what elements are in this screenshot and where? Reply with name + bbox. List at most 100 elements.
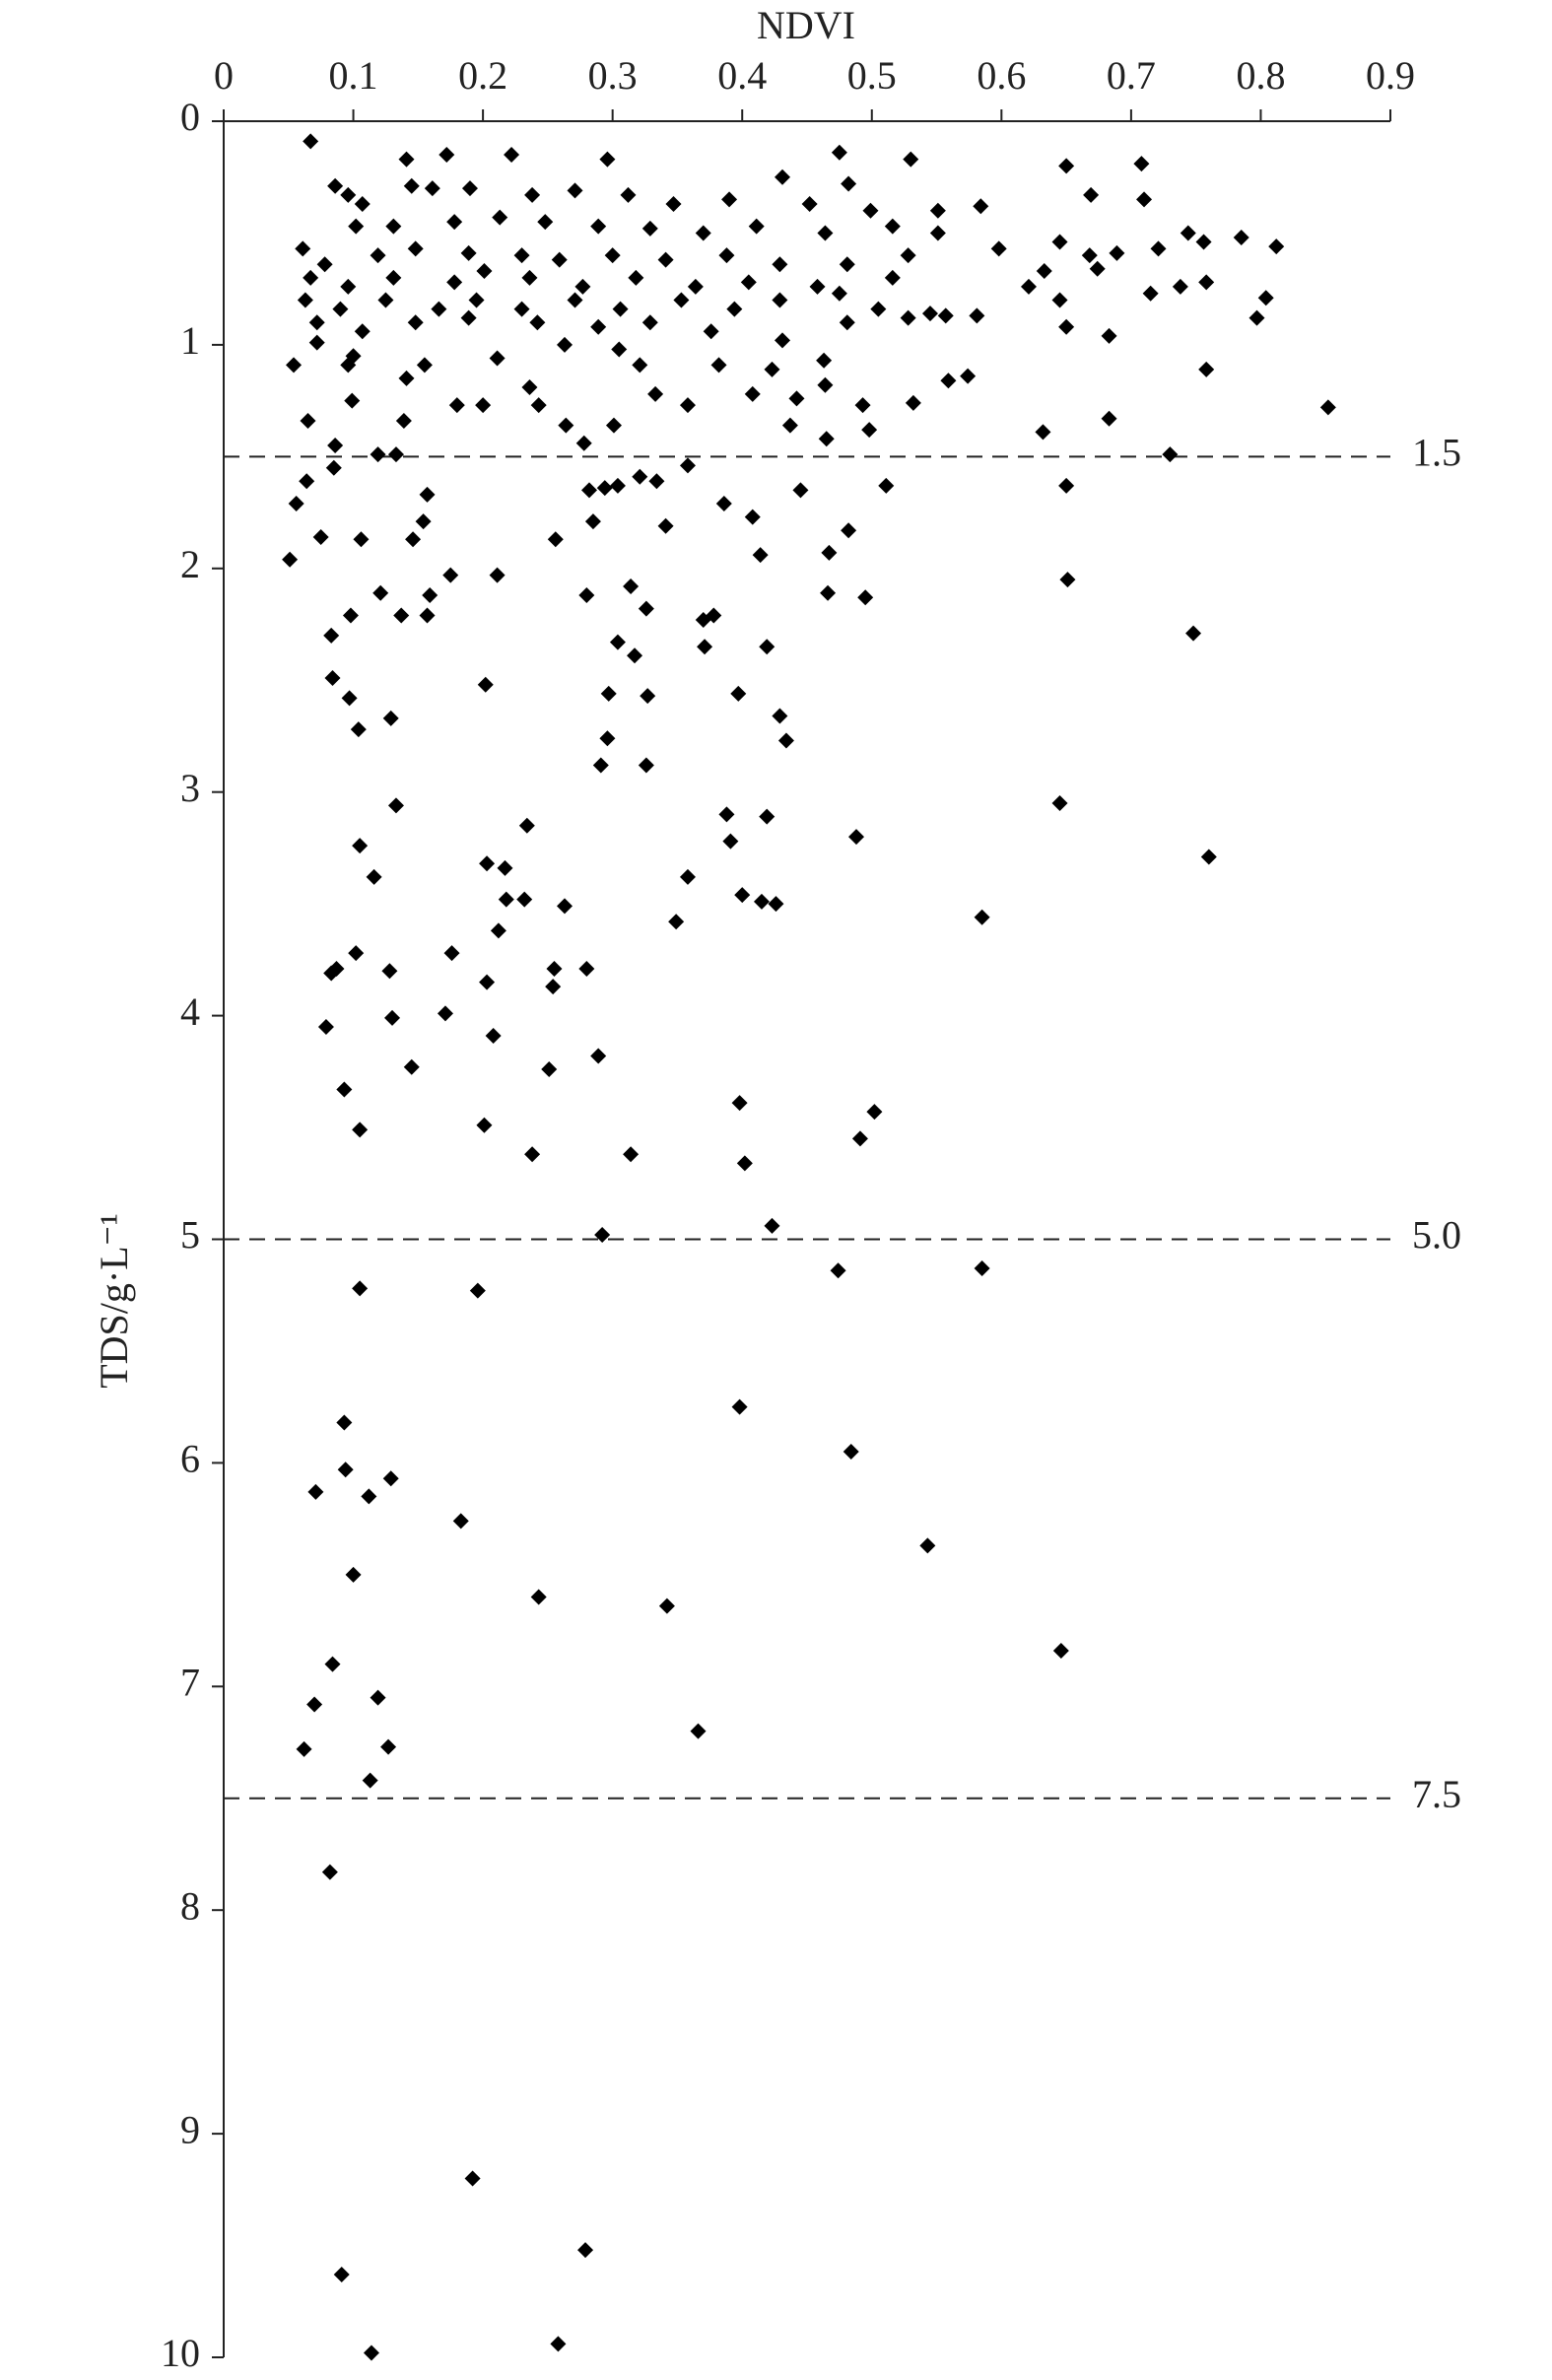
point bbox=[370, 247, 386, 264]
point bbox=[398, 151, 415, 168]
point bbox=[382, 710, 399, 726]
x-tick-label: 0.4 bbox=[717, 53, 767, 98]
point bbox=[648, 473, 665, 490]
point bbox=[354, 195, 371, 212]
point bbox=[354, 323, 371, 340]
point bbox=[336, 1414, 353, 1431]
point bbox=[489, 350, 506, 367]
x-tick-label: 0 bbox=[214, 53, 234, 98]
point bbox=[1142, 285, 1159, 302]
point bbox=[731, 1095, 748, 1112]
point bbox=[1200, 849, 1217, 865]
y-tick-label: 0 bbox=[180, 95, 200, 139]
point bbox=[740, 274, 757, 291]
point bbox=[556, 898, 573, 915]
point bbox=[596, 480, 613, 497]
point bbox=[403, 177, 420, 194]
point bbox=[612, 301, 629, 317]
point bbox=[422, 587, 439, 604]
point bbox=[377, 292, 394, 308]
point bbox=[443, 945, 460, 962]
point bbox=[485, 1028, 502, 1045]
point bbox=[594, 1226, 611, 1243]
point bbox=[416, 357, 433, 374]
point bbox=[385, 218, 402, 235]
point bbox=[547, 531, 564, 548]
point bbox=[919, 1537, 936, 1554]
point bbox=[866, 1104, 883, 1121]
point bbox=[940, 373, 957, 389]
point bbox=[744, 509, 761, 525]
point bbox=[862, 202, 879, 219]
point bbox=[764, 361, 780, 377]
point bbox=[679, 457, 696, 474]
point bbox=[551, 251, 568, 268]
point bbox=[498, 891, 514, 908]
point bbox=[638, 757, 654, 774]
point bbox=[1051, 292, 1068, 308]
point bbox=[820, 584, 837, 601]
point bbox=[843, 1444, 859, 1461]
point bbox=[1081, 247, 1098, 264]
point bbox=[288, 495, 304, 511]
point bbox=[530, 1589, 547, 1605]
point bbox=[574, 278, 591, 295]
point bbox=[398, 370, 415, 386]
point bbox=[731, 1398, 748, 1415]
point bbox=[437, 1005, 453, 1022]
point bbox=[300, 413, 316, 430]
point bbox=[336, 1081, 353, 1098]
point bbox=[312, 529, 329, 546]
point bbox=[550, 2336, 567, 2352]
point bbox=[620, 186, 637, 203]
point bbox=[854, 397, 871, 414]
y-tick-label: 9 bbox=[180, 2107, 200, 2151]
point bbox=[900, 309, 916, 326]
point bbox=[439, 147, 455, 164]
point bbox=[468, 292, 485, 308]
point bbox=[788, 390, 805, 407]
point bbox=[381, 963, 398, 980]
point bbox=[632, 357, 648, 374]
point bbox=[905, 394, 921, 411]
point bbox=[415, 513, 432, 530]
point bbox=[477, 676, 494, 693]
reference-label: 5.0 bbox=[1412, 1213, 1461, 1258]
point bbox=[327, 438, 344, 454]
point bbox=[657, 251, 674, 268]
point bbox=[816, 352, 833, 369]
point bbox=[524, 1146, 541, 1163]
point bbox=[308, 314, 325, 331]
point bbox=[529, 314, 546, 331]
y-tick-label: 2 bbox=[180, 542, 200, 586]
point bbox=[744, 385, 761, 402]
point bbox=[327, 177, 344, 194]
point bbox=[1052, 1642, 1069, 1659]
x-tick-label: 0.8 bbox=[1236, 53, 1285, 98]
point bbox=[772, 256, 788, 273]
point bbox=[590, 1048, 607, 1064]
point bbox=[718, 247, 735, 264]
point bbox=[668, 914, 685, 930]
point bbox=[870, 301, 887, 317]
point bbox=[1051, 795, 1068, 812]
point bbox=[324, 1656, 341, 1672]
point bbox=[306, 1696, 323, 1713]
point bbox=[341, 690, 358, 707]
point bbox=[647, 385, 664, 402]
point bbox=[884, 218, 901, 235]
point bbox=[303, 133, 319, 150]
point bbox=[387, 797, 404, 814]
point bbox=[665, 195, 682, 212]
point bbox=[419, 607, 436, 624]
point bbox=[1185, 625, 1202, 642]
point bbox=[821, 544, 838, 561]
point bbox=[464, 2170, 481, 2187]
point bbox=[679, 868, 696, 885]
point bbox=[736, 1155, 753, 1172]
point bbox=[969, 307, 985, 324]
y-tick-label: 10 bbox=[161, 2331, 200, 2375]
point bbox=[530, 397, 547, 414]
point bbox=[452, 1513, 469, 1530]
x-tick-label: 0.2 bbox=[458, 53, 507, 98]
